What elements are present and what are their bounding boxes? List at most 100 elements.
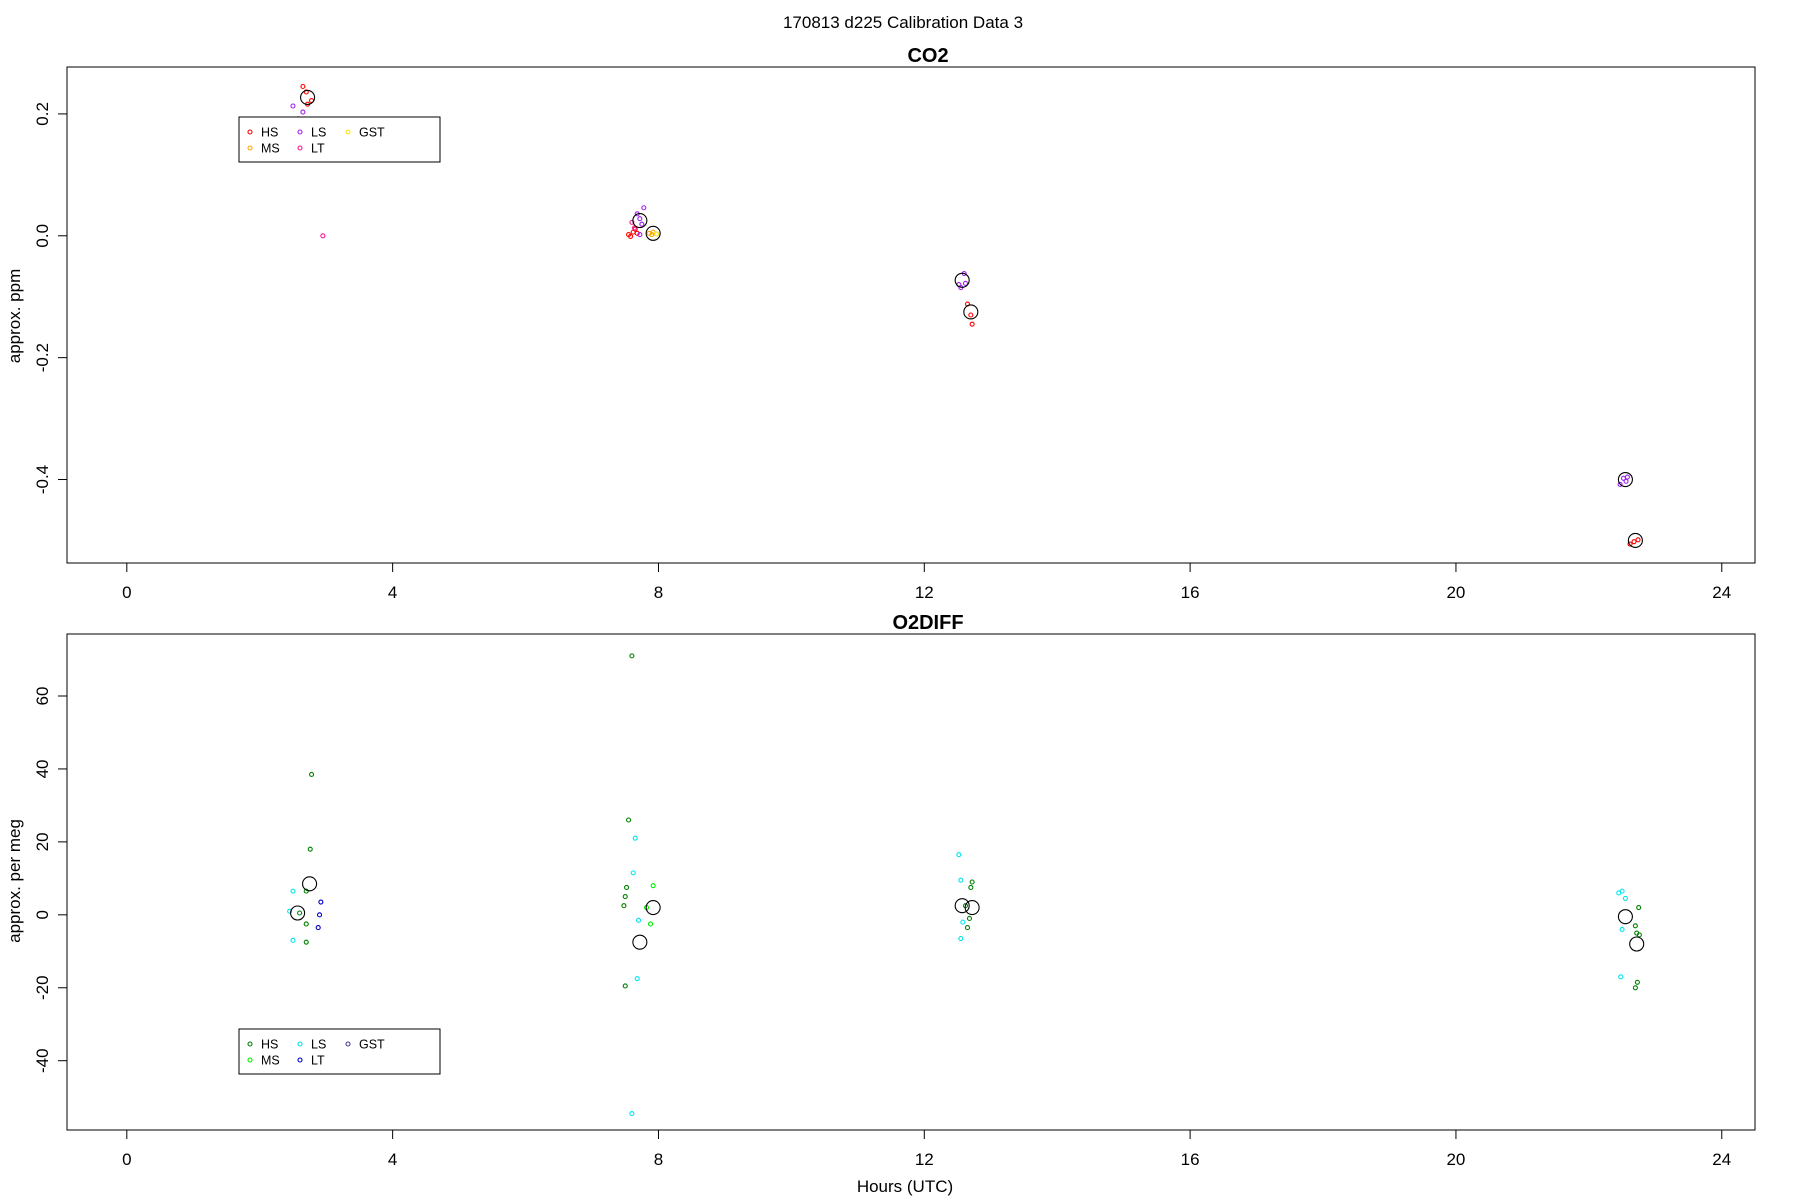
co2-y-tick-label: -0.2 — [33, 343, 52, 372]
mean-point — [302, 876, 318, 892]
data-point — [297, 910, 303, 916]
co2-y-tick-label: 0.0 — [33, 224, 52, 248]
o2diff-x-tick-label: 0 — [122, 1150, 131, 1169]
mean-point — [290, 905, 306, 921]
data-point — [968, 884, 974, 891]
data-point — [318, 899, 324, 905]
data-point — [1634, 979, 1640, 985]
mean-point — [1617, 471, 1633, 488]
data-point — [626, 817, 632, 823]
data-point — [300, 83, 306, 90]
data-point — [1619, 926, 1625, 932]
co2-x-tick-label: 12 — [915, 583, 934, 602]
data-point — [1623, 478, 1629, 484]
o2diff-legend-swatch — [247, 1057, 253, 1063]
data-point — [621, 903, 627, 909]
data-point — [1632, 985, 1638, 991]
data-point — [622, 983, 628, 989]
mean-point — [300, 89, 316, 106]
co2-series-hs — [300, 83, 1641, 547]
data-point — [647, 921, 654, 927]
co2-legend-box — [238, 116, 441, 163]
mean-point — [645, 225, 661, 241]
data-point — [962, 280, 969, 286]
o2diff-x-tick-label: 12 — [915, 1150, 934, 1169]
co2-series-gst — [653, 231, 660, 237]
data-point — [641, 205, 647, 211]
o2diff-x-tick-label: 20 — [1446, 1150, 1465, 1169]
o2diff-plot-area: 0 4 8 12 16 20 24 -40 -20 0 20 40 60 HS MS LS LT GST — [33, 633, 1756, 1169]
co2-panel: CO2 approx. ppm 0 4 8 12 16 20 24 -0.4 -0.2 0.0 0.… — [5, 45, 1756, 602]
co2-x-tick-label: 8 — [654, 583, 663, 602]
o2diff-y-tick-label: 60 — [33, 687, 52, 706]
o2diff-panel-title: O2DIFF — [892, 612, 963, 634]
data-point — [634, 230, 640, 236]
co2-x-tick-label: 16 — [1181, 583, 1200, 602]
co2-x-tick-label: 20 — [1446, 583, 1465, 602]
co2-y-axis-label: approx. ppm — [5, 269, 24, 364]
data-point — [1617, 481, 1623, 487]
co2-legend-label: GST — [359, 126, 385, 140]
data-point — [300, 109, 306, 115]
o2diff-y-tick-label: 40 — [33, 759, 52, 778]
data-point — [960, 919, 966, 925]
data-point — [1618, 974, 1624, 980]
data-point — [628, 233, 634, 239]
mean-point — [1627, 532, 1643, 549]
figure-suptitle: 170813 d225 Calibration Data 3 — [783, 13, 1023, 32]
o2diff-x-tick-label: 8 — [654, 1150, 663, 1169]
data-point — [290, 103, 296, 109]
data-point — [287, 908, 293, 914]
co2-legend-swatch — [345, 129, 351, 135]
co2-legend-swatch — [297, 129, 303, 135]
o2diff-y-tick-label: 0 — [33, 910, 52, 919]
data-point — [632, 835, 638, 841]
co2-x-tick-label: 24 — [1712, 583, 1731, 602]
data-point — [1619, 888, 1625, 894]
data-point — [629, 653, 635, 659]
data-point — [303, 921, 309, 927]
o2diff-y-tick-label: -40 — [33, 1048, 52, 1073]
data-point — [958, 935, 964, 942]
data-point — [650, 883, 656, 889]
x-axis-label: Hours (UTC) — [857, 1177, 953, 1196]
co2-legend-label: HS — [261, 126, 278, 140]
o2diff-legend-swatch — [345, 1041, 351, 1047]
co2-legend-swatch — [247, 145, 253, 151]
o2diff-x-tick-label: 4 — [388, 1150, 397, 1169]
data-point — [1622, 895, 1628, 901]
o2diff-legend-label: LT — [311, 1054, 325, 1068]
o2diff-series-hs — [297, 653, 1642, 991]
co2-legend: HS MS LS LT GST — [238, 116, 441, 163]
co2-legend-label: LS — [311, 126, 326, 140]
mean-point — [954, 898, 970, 914]
mean-point — [632, 213, 648, 229]
o2diff-series-ls — [287, 835, 1628, 1117]
data-point — [624, 884, 630, 891]
co2-panel-title: CO2 — [907, 45, 948, 67]
data-point — [307, 846, 313, 852]
mean-point — [954, 272, 970, 288]
o2diff-x-tick-label: 16 — [1181, 1150, 1200, 1169]
data-point — [637, 216, 643, 222]
o2diff-series-mean — [290, 876, 1645, 952]
data-point — [630, 870, 636, 876]
co2-legend-label: MS — [261, 142, 280, 156]
data-point — [629, 1111, 635, 1117]
data-point — [634, 976, 640, 982]
o2diff-legend-swatch — [297, 1041, 303, 1047]
data-point — [1636, 932, 1642, 938]
data-point — [1631, 539, 1637, 545]
data-point — [290, 937, 296, 943]
data-point — [316, 912, 323, 918]
data-point — [639, 221, 645, 227]
data-point — [309, 771, 315, 777]
data-point — [969, 321, 975, 327]
data-point — [629, 219, 635, 225]
co2-series-ls — [290, 103, 1630, 487]
data-point — [1636, 904, 1642, 911]
data-point — [290, 888, 296, 894]
co2-x-tick-label: 0 — [122, 583, 131, 602]
o2diff-y-axis-label: approx. per meg — [5, 819, 24, 943]
